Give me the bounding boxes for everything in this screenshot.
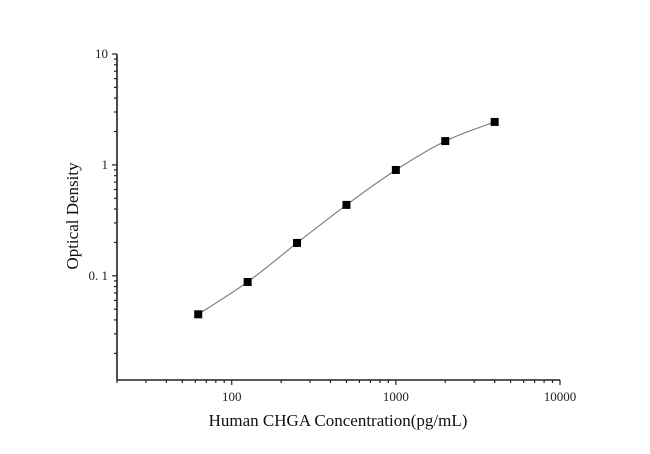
- data-points: [194, 117, 499, 319]
- data-point-marker: [342, 200, 351, 209]
- y-tick-label: 1: [102, 157, 109, 172]
- y-tick-label: 10: [95, 46, 108, 61]
- data-point-marker: [441, 137, 450, 146]
- fit-curve: [197, 121, 495, 315]
- y-axis-title: Optical Density: [63, 162, 82, 270]
- axes: 0. 1 1 10 100 1000 10000: [89, 46, 577, 404]
- x-axis-title: Human CHGA Concentration(pg/mL): [209, 411, 468, 430]
- data-point-marker: [243, 277, 252, 286]
- x-tick-label: 10000: [544, 389, 577, 404]
- x-tick-label: 100: [222, 389, 242, 404]
- x-tick-label: 1000: [383, 389, 409, 404]
- data-point-marker: [194, 310, 203, 319]
- y-tick-label: 0. 1: [89, 268, 109, 283]
- data-point-marker: [391, 165, 400, 174]
- data-point-marker: [490, 117, 499, 126]
- data-point-marker: [293, 238, 302, 247]
